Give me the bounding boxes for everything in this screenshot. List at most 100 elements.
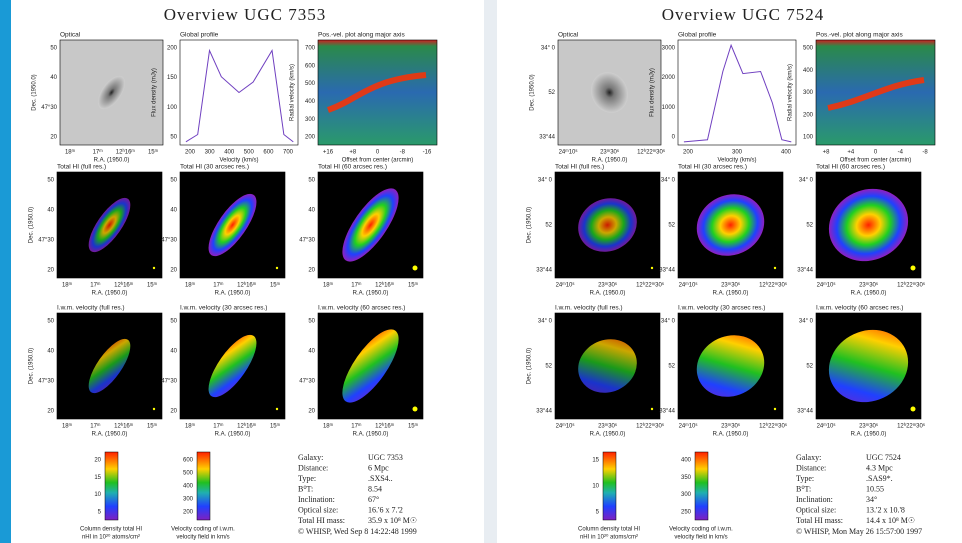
x-tick-label: 24ᵐ10ˢ <box>556 424 575 430</box>
x-axis-label: R.A. (1950.0) <box>851 291 887 297</box>
info-value: 8.54 <box>368 484 382 493</box>
x-tick-label: 15ᵐ <box>408 283 419 289</box>
footer: © WHISP, Mon May 26 15:57:00 1997 <box>796 527 922 536</box>
x-axis-label: R.A. (1950.0) <box>353 432 389 438</box>
profile-curve <box>185 48 294 143</box>
colorbar-tick-label: 300 <box>681 492 692 498</box>
y-tick-label: 34° 0 <box>799 178 814 184</box>
info-value: UGC 7524 <box>866 453 901 462</box>
y-axis-label: Dec. (1950.0) <box>530 74 536 110</box>
plot-panel: I.w.m. velocity (60 arcsec res.) 34° 0 52 3… <box>797 305 925 438</box>
y-axis-label: Flux density (mJy) <box>152 68 158 117</box>
x-axis-label: R.A. (1950.0) <box>92 291 128 297</box>
colorbar-tick-label: 500 <box>183 471 194 477</box>
plot-panel: Total HI (30 arcsec res.) 34° 0 52 33°44 24ᵐ… <box>659 164 787 297</box>
plot-panel: Total HI (60 arcsec res.) 34° 0 52 33°44 24ᵐ… <box>797 164 925 297</box>
plot-panel: Optical 34° 0 52 33°44 24ᵐ10ˢ 23ᵐ30ˢ 12ʰ22ᵐ30ˢ… <box>530 32 665 164</box>
y-tick-label: 20 <box>47 268 54 274</box>
plot-panel: I.w.m. velocity (full res.) 50 40 47°30 20 18… <box>29 305 163 438</box>
info-value: 13.'2 x 10.'8 <box>866 505 905 514</box>
plot-panel: I.w.m. velocity (60 arcsec res.) 50 40 47°3… <box>299 305 424 438</box>
y-tick-label: 52 <box>668 223 675 229</box>
beam <box>412 265 418 271</box>
info-key: Inclination: <box>796 495 833 504</box>
plot-panel: Optical 50 40 47°30 20 18ᵐ 17ᵐ 12ʰ16ᵐ 15ᵐ R.A. (1… <box>32 32 164 164</box>
x-tick-label: 12ʰ22ᵐ30ˢ <box>759 282 787 289</box>
info-key: Distance: <box>796 463 826 472</box>
y-tick-label: 34° 0 <box>661 178 676 184</box>
plot-frame <box>59 39 164 146</box>
x-tick-label: 15ᵐ <box>147 283 158 289</box>
panel-title: Total HI (60 arcsec res.) <box>816 164 885 171</box>
x-tick-label: 12ʰ16ᵐ <box>237 423 257 430</box>
x-tick-label: 24ᵐ10ˢ <box>556 283 575 289</box>
x-tick-label: 24ᵐ10ˢ <box>817 283 836 289</box>
x-tick-label: 17ᵐ <box>351 283 362 289</box>
plot-panel: Total HI (60 arcsec res.) 50 40 47°30 20 18ᵐ 1… <box>299 164 424 297</box>
y-tick-label: 34° 0 <box>661 319 676 325</box>
info-value: 6 Mpc <box>368 463 389 472</box>
x-axis-label: R.A. (1950.0) <box>592 158 628 164</box>
plot-frame <box>554 171 661 279</box>
plot-frame <box>677 312 784 420</box>
colorbar-caption: nHI in 10²⁰ atoms/cm² <box>580 534 638 541</box>
y-tick-label: 20 <box>50 135 57 141</box>
plot-panel: I.w.m. velocity (30 arcsec res.) 50 40 47°3… <box>161 305 286 438</box>
colorbar-caption: velocity field in km/s <box>674 535 727 541</box>
y-tick-label: 100 <box>803 135 814 141</box>
info-key: B⁰T: <box>298 484 313 493</box>
y-tick-label: 50 <box>50 46 57 52</box>
x-tick-label: +16 <box>323 150 334 156</box>
hi-map <box>208 193 257 257</box>
colorbar-tick-label: 5 <box>596 510 600 516</box>
y-axis-label: Dec. (1950.0) <box>32 74 38 110</box>
y-tick-label: 400 <box>803 68 814 74</box>
y-axis-label: Flux density (mJy) <box>650 68 656 117</box>
y-tick-label: 33°44 <box>539 135 555 141</box>
beam <box>773 266 777 270</box>
x-tick-label: 200 <box>683 150 694 156</box>
overview-page: Overview UGC 7524 Optical 34° 0 52 33°44 24ᵐ1… <box>527 5 936 541</box>
plot-frame <box>317 312 424 420</box>
plot-frame <box>179 312 286 420</box>
x-tick-label: 23ᵐ30ˢ <box>598 424 617 430</box>
beam <box>412 406 418 412</box>
beam <box>910 406 916 412</box>
hi-map <box>828 329 909 403</box>
info-key: Optical size: <box>298 505 338 514</box>
y-tick-label: 200 <box>167 46 178 52</box>
x-tick-label: 18ᵐ <box>62 283 73 289</box>
y-axis-label: Dec. (1950.0) <box>29 348 35 384</box>
plot-panel: Global profile 3000 2000 1000 0 200 300 400 Velo… <box>650 32 797 164</box>
y-tick-label: 52 <box>806 223 813 229</box>
profile-frame <box>678 40 796 145</box>
plot-frame <box>56 312 163 420</box>
beam <box>910 265 916 271</box>
y-tick-label: 40 <box>47 349 54 355</box>
y-tick-label: 300 <box>305 117 316 123</box>
x-tick-label: 15ᵐ <box>148 150 159 156</box>
x-tick-label: 18ᵐ <box>185 424 196 430</box>
y-tick-label: 40 <box>170 208 177 214</box>
y-tick-label: 47°30 <box>38 238 54 244</box>
y-axis-label: Dec. (1950.0) <box>527 207 533 243</box>
x-tick-label: 12ʰ22ᵐ30ˢ <box>636 282 664 289</box>
beam <box>275 266 279 270</box>
x-tick-label: 12ʰ22ᵐ30ˢ <box>636 423 664 430</box>
info-key: Type: <box>298 474 316 483</box>
galaxy-image <box>97 75 126 110</box>
plot-panel: Total HI (full res.) 50 40 47°30 20 18ᵐ 17ᵐ 12ʰ… <box>29 164 163 297</box>
x-axis-label: R.A. (1950.0) <box>353 291 389 297</box>
info-value: .SXS4.. <box>368 474 393 483</box>
y-tick-label: 200 <box>305 135 316 141</box>
y-tick-label: 50 <box>308 178 315 184</box>
plot-frame <box>677 39 797 146</box>
colorbar-caption: Column density total HI <box>80 527 142 533</box>
x-tick-label: 600 <box>263 150 274 156</box>
info-key: Optical size: <box>796 505 836 514</box>
x-axis-label: R.A. (1950.0) <box>590 432 626 438</box>
beam <box>275 407 279 411</box>
x-axis-label: R.A. (1950.0) <box>215 291 251 297</box>
y-tick-label: 52 <box>548 90 555 96</box>
